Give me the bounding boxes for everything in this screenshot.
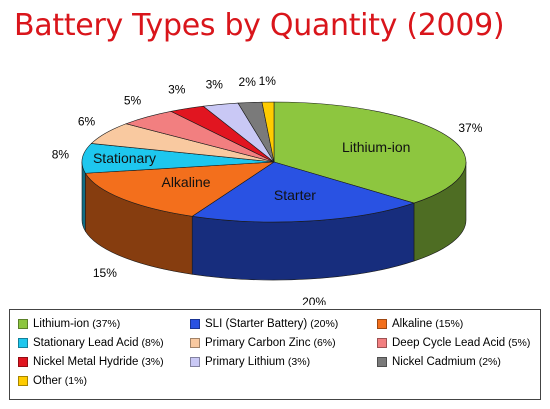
pie-tops xyxy=(81,101,467,223)
pie-slice-stationary xyxy=(81,143,275,174)
legend-label: Lithium-ion xyxy=(33,318,90,330)
pie-label-nickel-cadmium: 2% xyxy=(239,75,257,89)
legend-item-nickel-metal-hydride: Nickel Metal Hydride (3%) xyxy=(18,356,164,368)
legend-item-deep-cycle-lead-acid: Deep Cycle Lead Acid (5%) xyxy=(377,337,530,349)
legend-swatch xyxy=(18,376,28,386)
legend-percent: (1%) xyxy=(64,375,87,387)
legend-label: Alkaline xyxy=(392,318,433,330)
legend-label: SLI (Starter Battery) xyxy=(205,318,308,330)
pie-chart: 37% Lithium-ion 20% Starter 15% Alkaline 8% Sta… xyxy=(52,74,483,305)
legend-swatch xyxy=(377,357,387,367)
pie-label-other: 1% xyxy=(259,74,277,88)
pie-labels: 37% Lithium-ion 20% Starter 15% Alkaline 8% Sta… xyxy=(52,74,483,305)
pie-slice-starter xyxy=(191,161,415,223)
pie-inner-label-stationary: Stationary xyxy=(93,150,156,166)
legend-swatch xyxy=(18,319,28,329)
legend-label: Deep Cycle Lead Acid xyxy=(392,337,506,349)
legend-swatch xyxy=(377,338,387,348)
legend-swatch xyxy=(190,319,200,329)
legend-item-lithium-ion: Lithium-ion (37%) xyxy=(18,318,120,330)
legend-swatch xyxy=(18,338,28,348)
pie-label-lithium-ion: 37% xyxy=(458,121,482,135)
legend-item-alkaline: Alkaline (15%) xyxy=(377,318,463,330)
legend-percent: (6%) xyxy=(313,337,336,349)
pie-label-alkaline: 15% xyxy=(93,266,117,280)
legend-label: Primary Carbon Zinc xyxy=(205,337,311,349)
legend-item-primary-lithium: Primary Lithium (3%) xyxy=(190,356,310,368)
legend-percent: (3%) xyxy=(287,356,311,368)
legend-percent: (15%) xyxy=(435,318,464,330)
legend-swatch xyxy=(190,357,200,367)
pie-label-starter: 20% xyxy=(302,295,326,305)
legend-label: Nickel Metal Hydride xyxy=(33,356,139,368)
legend-item-other: Other (1%) xyxy=(18,375,87,387)
pie-inner-label-lithium-ion: Lithium-ion xyxy=(342,139,410,155)
pie-slice-alkaline xyxy=(84,161,276,217)
legend-percent: (3%) xyxy=(141,356,164,368)
pie-label-stationary: 8% xyxy=(52,147,70,161)
pie-slice-lithium-ion xyxy=(273,101,467,204)
pie-label-deep-cycle-lead-acid: 5% xyxy=(124,94,142,108)
pie-inner-label-alkaline: Alkaline xyxy=(161,174,210,190)
legend-percent: (37%) xyxy=(92,318,121,330)
pie-slice-other xyxy=(261,101,275,163)
pie-label-nickel-metal-hydride: 3% xyxy=(168,83,186,97)
legend: Lithium-ion (37%) SLI (Starter Battery) (20… xyxy=(9,309,541,400)
legend-item-starter: SLI (Starter Battery) (20%) xyxy=(190,318,338,330)
pie-inner-label-starter: Starter xyxy=(274,187,316,203)
legend-percent: (20%) xyxy=(310,318,339,330)
legend-percent: (5%) xyxy=(508,337,531,349)
legend-percent: (8%) xyxy=(141,337,164,349)
legend-label: Other xyxy=(33,375,62,387)
legend-swatch xyxy=(377,319,387,329)
legend-item-nickel-cadmium: Nickel Cadmium (2%) xyxy=(377,356,501,368)
legend-label: Nickel Cadmium xyxy=(392,356,476,368)
legend-swatch xyxy=(190,338,200,348)
legend-swatch xyxy=(18,357,28,367)
pie-label-primary-lithium: 3% xyxy=(206,77,224,91)
pie-label-primary-carbon-zinc: 6% xyxy=(78,115,96,129)
legend-label: Primary Lithium xyxy=(205,356,285,368)
legend-label: Stationary Lead Acid xyxy=(33,337,139,349)
chart-title: Battery Types by Quantity (2009) xyxy=(14,8,505,43)
legend-percent: (2%) xyxy=(478,356,501,368)
legend-item-stationary: Stationary Lead Acid (8%) xyxy=(18,337,164,349)
legend-item-primary-carbon-zinc: Primary Carbon Zinc (6%) xyxy=(190,337,336,349)
pie-sides xyxy=(81,161,467,281)
